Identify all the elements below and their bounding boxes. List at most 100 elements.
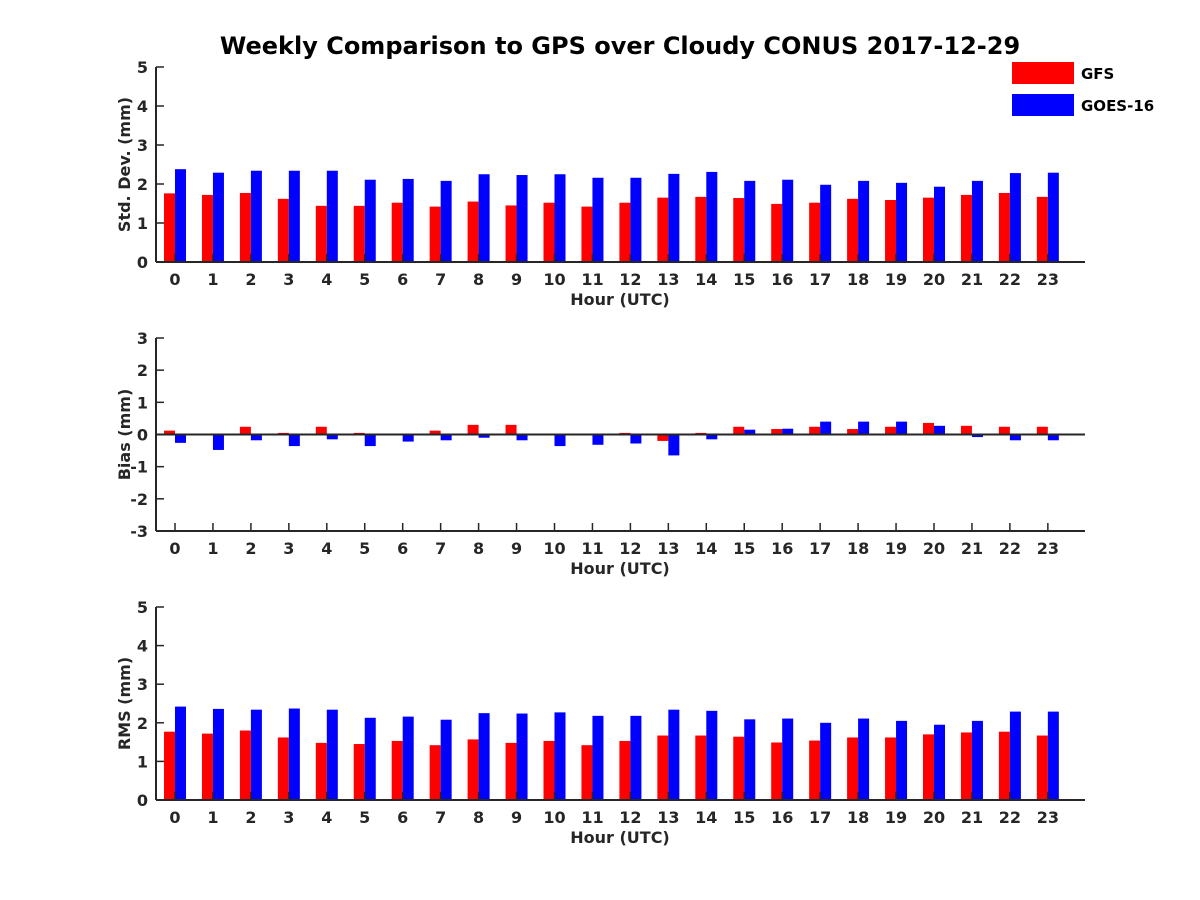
- x-tick-label: 8: [473, 539, 484, 558]
- bar-goes16-hour-16: [782, 718, 794, 800]
- bar-goes16-hour-3: [288, 708, 300, 800]
- bar-goes16-hour-18: [858, 421, 870, 435]
- bar-goes16-hour-23: [1047, 711, 1059, 800]
- y-axis-label: Std. Dev. (mm): [115, 97, 134, 232]
- bar-gfs-hour-23: [1036, 735, 1048, 800]
- y-tick-label: 4: [137, 97, 148, 116]
- bar-gfs-hour-8: [467, 739, 479, 800]
- x-tick-label: 5: [359, 270, 370, 289]
- y-tick-label: 2: [137, 361, 148, 380]
- bar-gfs-hour-10: [543, 202, 555, 262]
- x-tick-label: 1: [207, 270, 218, 289]
- bar-gfs-hour-21: [960, 194, 972, 262]
- x-tick-label: 12: [619, 539, 641, 558]
- x-tick-label: 10: [543, 539, 565, 558]
- bar-gfs-hour-2: [239, 192, 251, 262]
- bar-gfs-hour-11: [581, 206, 593, 262]
- bar-gfs-hour-19: [885, 737, 897, 800]
- y-tick-label: 5: [137, 58, 148, 77]
- bar-gfs-hour-15: [733, 426, 745, 435]
- x-tick-label: 23: [1037, 270, 1059, 289]
- x-tick-label: 20: [923, 539, 945, 558]
- bar-gfs-hour-7: [429, 745, 441, 800]
- bar-goes16-hour-5: [364, 179, 376, 262]
- x-tick-label: 11: [581, 539, 603, 558]
- bar-goes16-hour-13: [668, 434, 680, 456]
- bar-gfs-hour-9: [505, 742, 517, 800]
- y-axis-label: RMS (mm): [115, 657, 134, 750]
- x-tick-label: 17: [809, 539, 831, 558]
- bar-goes16-hour-13: [668, 173, 680, 262]
- bar-gfs-hour-16: [771, 742, 783, 800]
- bar-gfs-hour-12: [619, 202, 631, 262]
- x-tick-label: 23: [1037, 539, 1059, 558]
- bar-goes16-hour-18: [858, 180, 870, 262]
- bar-gfs-hour-5: [353, 205, 365, 262]
- bar-gfs-hour-17: [809, 202, 821, 262]
- y-tick-label: 5: [137, 598, 148, 617]
- y-tick-label: 3: [137, 675, 148, 694]
- legend: GFS GOES-16: [1012, 62, 1154, 116]
- bar-gfs-hour-23: [1036, 426, 1048, 435]
- bar-goes16-hour-14: [706, 710, 718, 800]
- bar-gfs-hour-13: [657, 434, 669, 441]
- bar-goes16-hour-12: [630, 715, 642, 800]
- bar-goes16-hour-8: [478, 434, 490, 438]
- x-tick-label: 9: [511, 539, 522, 558]
- bar-gfs-hour-21: [960, 425, 972, 435]
- x-tick-label: 15: [733, 808, 755, 827]
- bar-goes16-hour-20: [934, 724, 945, 800]
- x-tick-label: 6: [397, 270, 408, 289]
- bar-goes16-hour-1: [212, 434, 224, 450]
- bar-goes16-hour-22: [1009, 173, 1021, 262]
- x-tick-label: 20: [923, 270, 945, 289]
- x-tick-label: 2: [245, 808, 256, 827]
- x-axis-label: Hour (UTC): [570, 559, 670, 578]
- bar-gfs-hour-7: [429, 206, 441, 262]
- legend-label-goes16: GOES-16: [1081, 97, 1154, 115]
- bar-goes16-hour-12: [630, 177, 642, 262]
- x-tick-label: 6: [397, 808, 408, 827]
- bar-goes16-hour-15: [744, 719, 756, 800]
- bar-gfs-hour-15: [733, 198, 745, 262]
- x-tick-label: 4: [321, 808, 332, 827]
- bar-goes16-hour-7: [440, 719, 452, 800]
- bar-gfs-hour-13: [657, 197, 669, 262]
- y-tick-label: 1: [137, 393, 148, 412]
- bar-goes16-hour-15: [744, 180, 756, 262]
- y-tick-label: -2: [130, 490, 148, 509]
- bar-gfs-hour-4: [315, 205, 327, 262]
- bar-goes16-hour-19: [896, 182, 908, 262]
- bar-gfs-hour-2: [239, 426, 251, 435]
- x-tick-label: 0: [169, 539, 180, 558]
- bar-goes16-hour-23: [1047, 434, 1059, 441]
- bar-gfs-hour-21: [960, 732, 972, 800]
- bar-goes16-hour-21: [971, 720, 983, 800]
- x-tick-label: 14: [695, 808, 717, 827]
- bar-goes16-hour-21: [971, 434, 983, 438]
- legend-label-gfs: GFS: [1081, 65, 1114, 83]
- x-tick-label: 4: [321, 270, 332, 289]
- bar-gfs-hour-0: [164, 430, 175, 435]
- x-tick-label: 10: [543, 808, 565, 827]
- y-tick-label: 1: [137, 214, 148, 233]
- x-tick-label: 21: [961, 808, 983, 827]
- bar-goes16-hour-9: [516, 175, 528, 262]
- bar-gfs-hour-18: [847, 198, 859, 262]
- bar-gfs-hour-1: [201, 194, 213, 262]
- bar-gfs-hour-22: [998, 426, 1010, 435]
- bar-goes16-hour-0: [175, 434, 186, 443]
- x-tick-label: 9: [511, 270, 522, 289]
- x-tick-label: 8: [473, 808, 484, 827]
- bar-goes16-hour-2: [250, 434, 262, 441]
- bar-goes16-hour-16: [782, 179, 794, 262]
- x-tick-label: 19: [885, 808, 907, 827]
- bar-goes16-hour-20: [934, 186, 945, 262]
- x-tick-label: 14: [695, 539, 717, 558]
- bar-goes16-hour-0: [175, 706, 186, 800]
- bar-goes16-hour-9: [516, 434, 528, 441]
- x-tick-label: 14: [695, 270, 717, 289]
